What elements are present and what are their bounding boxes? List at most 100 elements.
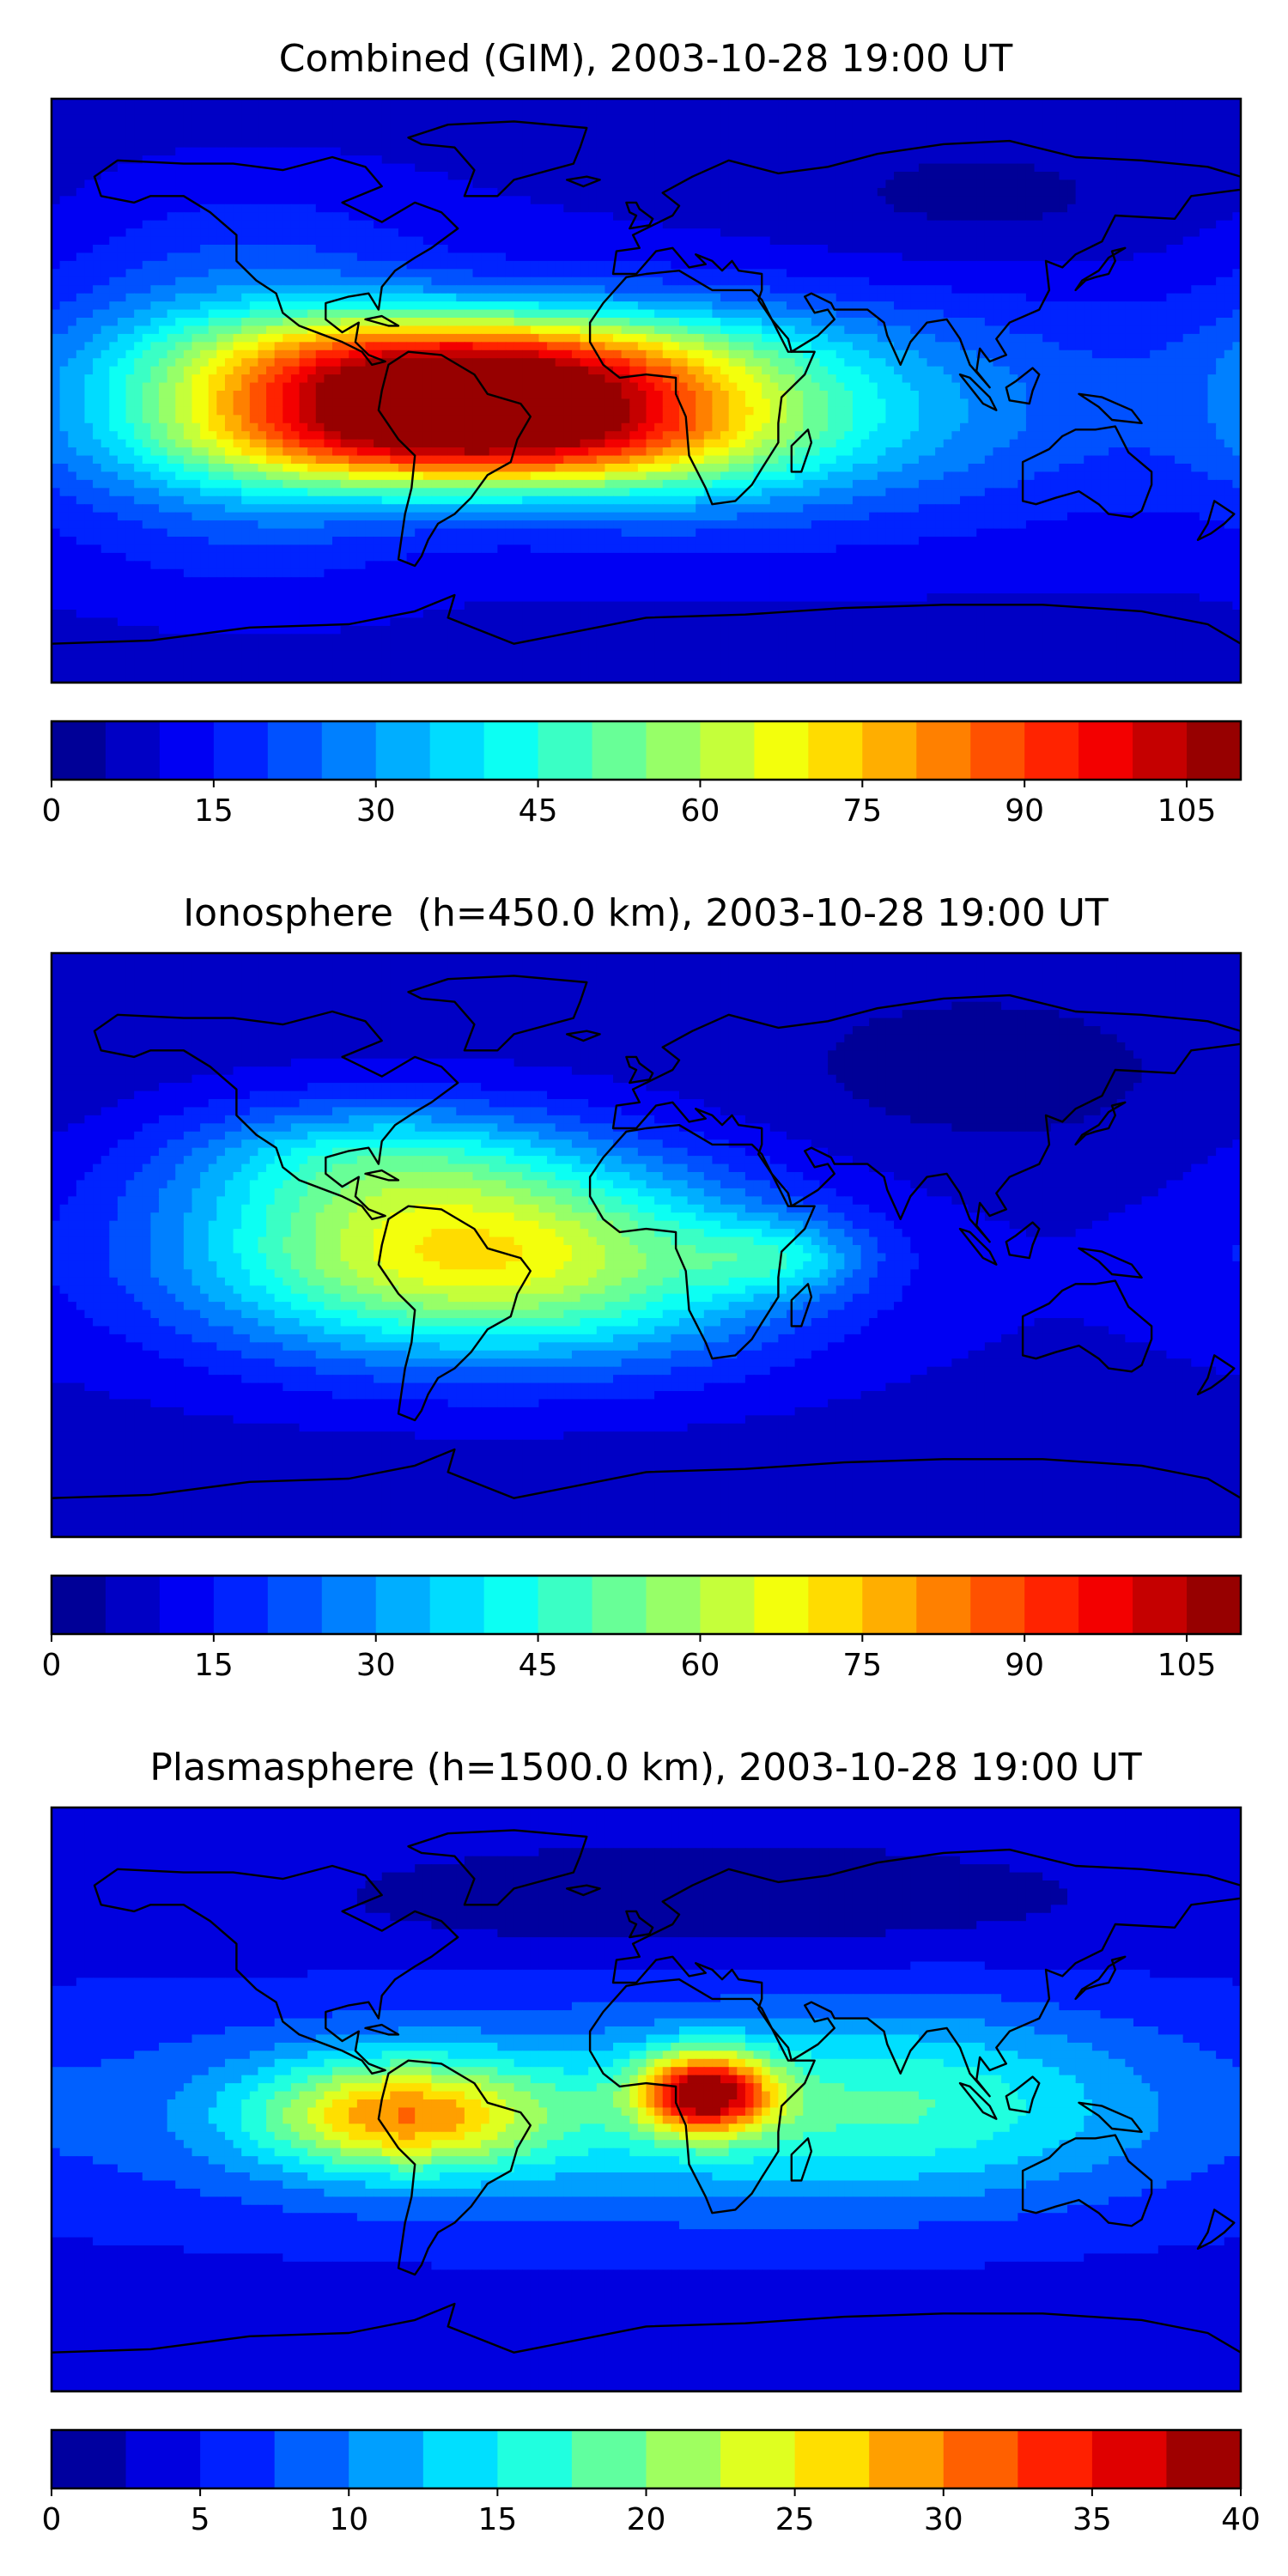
heatmap-cell <box>1216 325 1225 335</box>
heatmap-cell <box>737 220 746 229</box>
heatmap-cell <box>1157 212 1168 222</box>
heatmap-cell <box>828 114 837 124</box>
heatmap-cell <box>365 172 374 181</box>
heatmap-cell <box>150 220 160 229</box>
heatmap-cell <box>703 318 714 327</box>
heatmap-cell <box>1059 349 1068 359</box>
heatmap-cell <box>811 252 821 262</box>
heatmap-cell <box>927 260 936 270</box>
heatmap-cell <box>422 358 433 368</box>
heatmap-cell <box>819 260 829 270</box>
heatmap-cell <box>869 366 878 375</box>
heatmap-cell <box>1109 342 1118 351</box>
heatmap-cell <box>258 172 267 181</box>
heatmap-cell <box>1075 325 1084 335</box>
heatmap-cell <box>356 366 367 375</box>
heatmap-cell <box>860 252 870 262</box>
heatmap-cell <box>943 276 952 286</box>
heatmap-cell <box>125 252 135 262</box>
heatmap-cell <box>637 269 647 278</box>
heatmap-cell <box>728 131 738 140</box>
heatmap-cell <box>1175 220 1184 229</box>
heatmap-cell <box>332 285 342 295</box>
heatmap-cell <box>737 269 746 278</box>
heatmap-cell <box>605 196 614 205</box>
heatmap-cell <box>728 269 738 278</box>
heatmap-cell <box>728 236 738 246</box>
heatmap-cell <box>811 220 821 229</box>
heatmap-cell <box>819 172 829 181</box>
heatmap-cell <box>976 196 986 205</box>
heatmap-cell <box>224 187 234 197</box>
heatmap-cell <box>654 245 664 254</box>
heatmap-cell <box>224 212 234 222</box>
heatmap-cell <box>935 342 945 351</box>
heatmap-cell <box>885 204 895 213</box>
heatmap-cell <box>769 172 779 181</box>
heatmap-cell <box>1034 245 1043 254</box>
heatmap-cell <box>860 187 870 197</box>
heatmap-cell <box>835 123 845 132</box>
heatmap-cell <box>787 309 796 319</box>
heatmap-cell <box>629 187 639 197</box>
heatmap-cell <box>1141 187 1151 197</box>
heatmap-cell <box>349 333 358 343</box>
heatmap-cell <box>580 342 589 351</box>
heatmap-cell <box>828 228 837 238</box>
heatmap-cell <box>208 285 217 295</box>
heatmap-cell <box>1091 163 1102 173</box>
heatmap-cell <box>588 172 598 181</box>
heatmap-cell <box>1067 276 1077 286</box>
heatmap-cell <box>481 163 490 173</box>
heatmap-cell <box>910 196 920 205</box>
heatmap-cell <box>728 245 738 254</box>
heatmap-cell <box>1157 333 1168 343</box>
heatmap-cell <box>142 163 152 173</box>
heatmap-cell <box>910 228 920 238</box>
heatmap-cell <box>819 342 829 351</box>
heatmap-cell <box>299 196 308 205</box>
heatmap-cell <box>1091 293 1102 302</box>
heatmap-cell <box>1166 301 1176 311</box>
heatmap-cell <box>390 260 399 270</box>
heatmap-cell <box>52 276 61 286</box>
heatmap-cell <box>968 333 977 343</box>
heatmap-cell <box>134 99 143 108</box>
heatmap-cell <box>1091 333 1102 343</box>
heatmap-cell <box>349 99 358 108</box>
heatmap-cell <box>703 358 714 368</box>
heatmap-cell <box>374 293 383 302</box>
heatmap-cell <box>117 366 127 375</box>
heatmap-cell <box>1025 260 1036 270</box>
heatmap-cell <box>489 204 498 213</box>
heatmap-cell <box>1034 179 1043 189</box>
heatmap-cell <box>927 301 936 311</box>
heatmap-cell <box>993 260 1002 270</box>
heatmap-cell <box>860 179 870 189</box>
heatmap-cell <box>125 260 135 270</box>
heatmap-cell <box>762 325 771 335</box>
heatmap-cell <box>596 99 606 108</box>
heatmap-cell <box>885 285 895 295</box>
heatmap-cell <box>1116 236 1126 246</box>
heatmap-cell <box>860 147 870 156</box>
heatmap-cell <box>1182 325 1192 335</box>
heatmap-cell <box>976 301 986 311</box>
heatmap-cell <box>513 106 523 116</box>
heatmap-cell <box>283 301 292 311</box>
heatmap-cell <box>307 245 317 254</box>
heatmap-cell <box>52 179 61 189</box>
heatmap-cell <box>398 342 408 351</box>
heatmap-cell <box>927 349 936 359</box>
heatmap-cell <box>481 114 490 124</box>
heatmap-cell <box>1001 285 1011 295</box>
heatmap-cell <box>671 114 680 124</box>
heatmap-cell <box>712 212 721 222</box>
heatmap-cell <box>687 245 696 254</box>
heatmap-cell <box>216 325 226 335</box>
heatmap-cell <box>274 204 283 213</box>
heatmap-cell <box>844 114 854 124</box>
heatmap-cell <box>794 301 804 311</box>
heatmap-cell <box>175 333 185 343</box>
heatmap-cell <box>324 236 333 246</box>
